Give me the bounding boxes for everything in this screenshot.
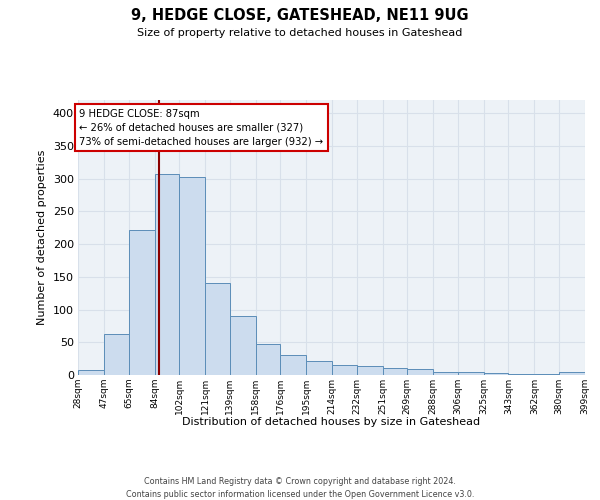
Text: 9, HEDGE CLOSE, GATESHEAD, NE11 9UG: 9, HEDGE CLOSE, GATESHEAD, NE11 9UG: [131, 8, 469, 22]
Bar: [104, 334, 128, 375]
Bar: [205, 284, 230, 375]
Bar: [128, 230, 155, 375]
Bar: [155, 174, 179, 375]
Bar: [230, 316, 256, 375]
Text: Contains HM Land Registry data © Crown copyright and database right 2024.: Contains HM Land Registry data © Crown c…: [144, 478, 456, 486]
Bar: [332, 365, 357, 375]
Bar: [458, 372, 484, 375]
Bar: [256, 344, 280, 375]
Bar: [383, 368, 407, 375]
Bar: [78, 370, 104, 375]
Bar: [280, 354, 306, 375]
Bar: [535, 374, 559, 375]
Bar: [306, 360, 332, 375]
Text: Contains public sector information licensed under the Open Government Licence v3: Contains public sector information licen…: [126, 490, 474, 499]
Text: 9 HEDGE CLOSE: 87sqm
← 26% of detached houses are smaller (327)
73% of semi-deta: 9 HEDGE CLOSE: 87sqm ← 26% of detached h…: [79, 108, 323, 146]
Bar: [357, 366, 383, 375]
Y-axis label: Number of detached properties: Number of detached properties: [37, 150, 47, 325]
Bar: [407, 369, 433, 375]
Bar: [484, 373, 508, 375]
X-axis label: Distribution of detached houses by size in Gateshead: Distribution of detached houses by size …: [182, 417, 481, 427]
Bar: [433, 372, 458, 375]
Bar: [559, 372, 585, 375]
Bar: [179, 178, 205, 375]
Text: Size of property relative to detached houses in Gateshead: Size of property relative to detached ho…: [137, 28, 463, 38]
Bar: [508, 374, 535, 375]
